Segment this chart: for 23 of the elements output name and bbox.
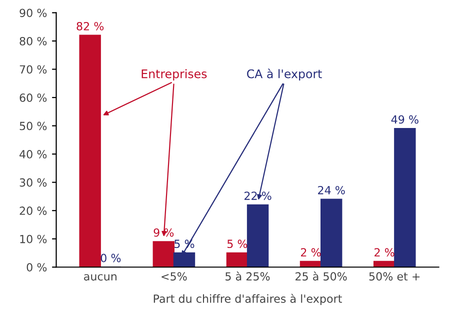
y-tick-label: 50 %	[20, 122, 47, 130]
text: Entreprises	[142, 69, 207, 81]
x-axis-title: Part du chiffre d'affaires à l'export	[154, 294, 342, 306]
x-tick-label: 50% et +	[369, 272, 420, 281]
x-tick-label: 5 à 25%	[226, 272, 270, 281]
x-tick-label: aucun	[84, 274, 116, 281]
y-tick-label: 10 %	[20, 234, 47, 244]
x-tick-label: 25 à 50%	[296, 272, 347, 281]
text: CA à l'export	[247, 68, 322, 81]
y-tick-label: 20 %	[20, 206, 47, 215]
data-label: 9 %	[154, 228, 174, 237]
data-label: 49 %	[391, 115, 418, 124]
y-tick-label: 30 %	[20, 178, 47, 187]
y-tick-label: 70 %	[20, 65, 47, 74]
y-tick-label: 0 %	[26, 263, 47, 272]
y-tick-label: 60 %	[20, 93, 47, 102]
data-label: 82 %	[76, 22, 104, 30]
y-tick-label: 40 %	[20, 150, 47, 158]
y-tick-label: 90 %	[20, 8, 47, 18]
data-label: 24 %	[318, 186, 345, 194]
x-tick-label: <5%	[162, 272, 187, 281]
data-label: 22 %	[244, 192, 272, 200]
y-tick-label: 80 %	[20, 36, 47, 46]
